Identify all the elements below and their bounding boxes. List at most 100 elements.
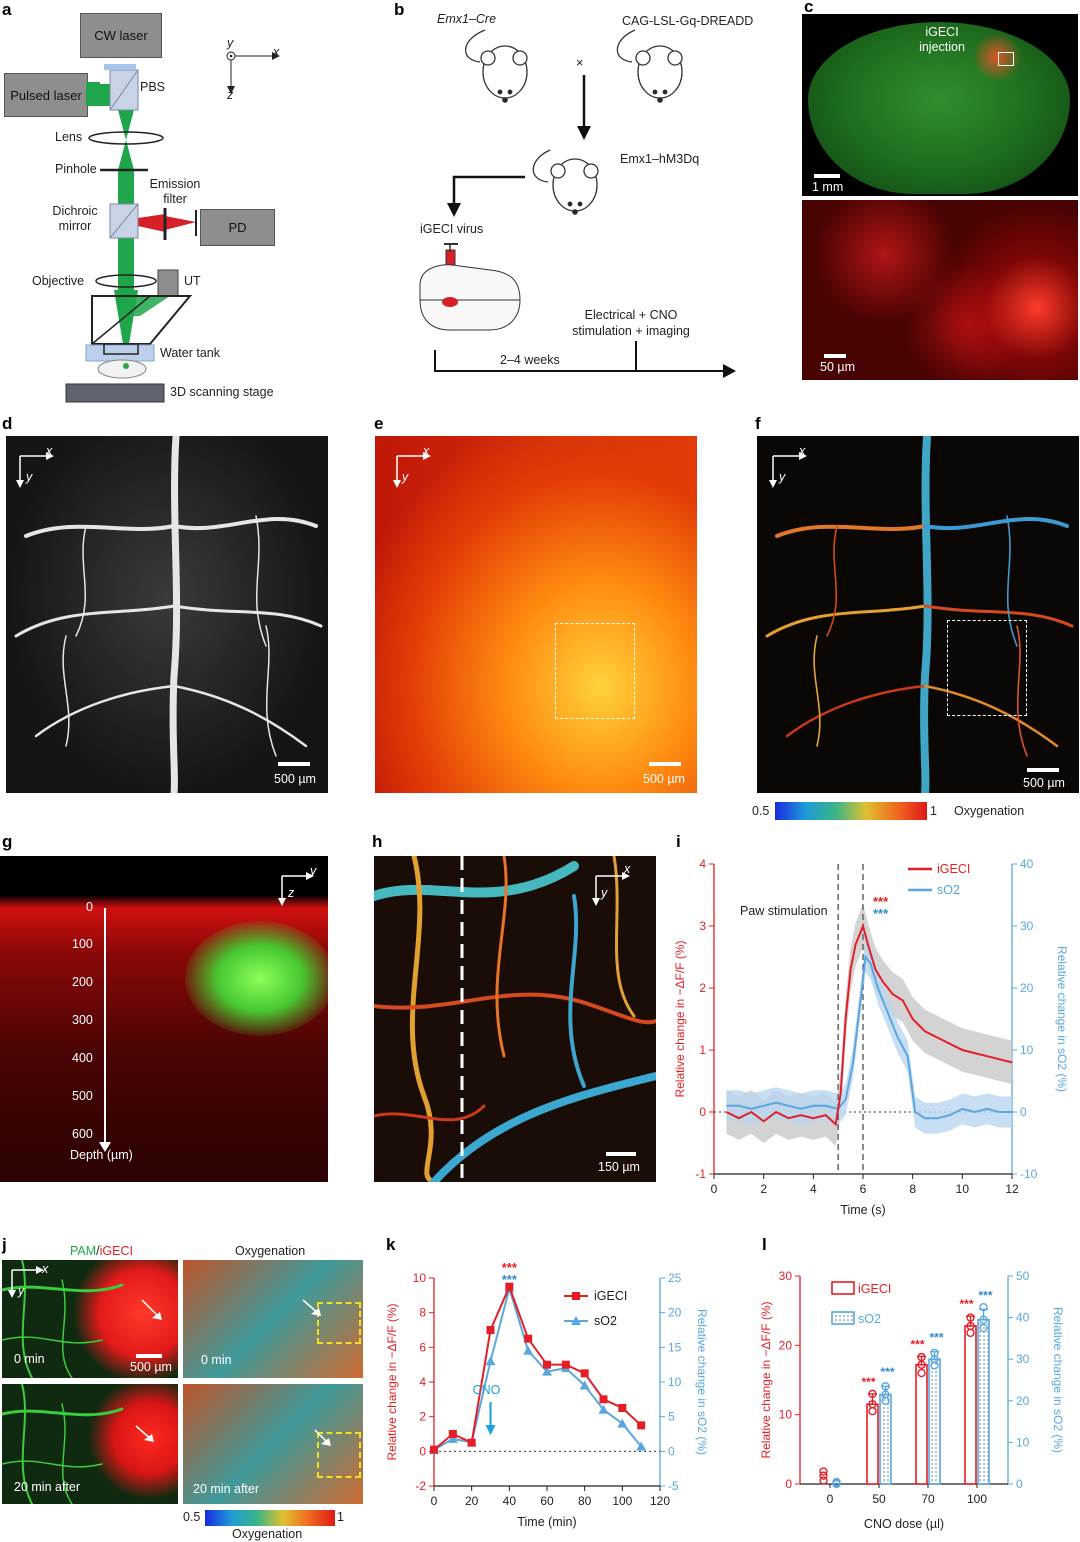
x-tick-label: 12 (1005, 1182, 1019, 1196)
axis-y-label: y (601, 886, 608, 900)
colorbar-gradient (205, 1510, 335, 1526)
data-point-igeci (599, 1395, 608, 1404)
colorbar-label: Oxygenation (232, 1527, 303, 1541)
brain-section-shape (808, 22, 1070, 194)
data-point-igeci (819, 1476, 828, 1485)
left-tick-label: 30 (779, 1269, 793, 1283)
data-point-so2 (979, 1302, 988, 1312)
bar-so2 (928, 1358, 941, 1485)
data-point-igeci (580, 1369, 589, 1378)
x-axis-label: Time (s) (840, 1203, 885, 1217)
arrow-icon (302, 1299, 321, 1316)
depth-axis-arrow-icon (99, 1142, 111, 1152)
data-point-so2 (979, 1315, 988, 1324)
legend-swatch-igeci (831, 1281, 855, 1295)
chart-k: -2 0 2 4 6 8 10 -5 0 5 10 15 20 25 Relative change in … (385, 1260, 709, 1529)
axis-y-label: y (18, 1284, 25, 1298)
roi-box (317, 1432, 361, 1478)
scale-bar (136, 1354, 162, 1358)
significance-stars-so2: *** (929, 1331, 943, 1345)
depth-tick: 400 (72, 1051, 93, 1065)
panel-letter-g: g (2, 832, 13, 851)
panel-c-zoom-fluorescence: 50 µm (802, 200, 1078, 380)
left-tick-label: -1 (695, 1167, 706, 1181)
panel-g-depth-image: y z 0 100 200 300 400 500 600 Depth (µm) (0, 856, 328, 1182)
significance-stars-igeci: *** (502, 1260, 518, 1275)
vessel-network (2, 1260, 162, 1378)
left-tick-label: 0 (419, 1444, 426, 1458)
scale-bar (814, 174, 840, 178)
pulsed-laser-aperture (86, 82, 100, 106)
significance-stars-igeci: *** (959, 1297, 973, 1311)
data-point-igeci (637, 1421, 646, 1430)
legend-label-so2: sO2 (594, 1314, 617, 1328)
data-point-so2 (636, 1441, 647, 1451)
data-point-so2 (930, 1361, 939, 1370)
roi-box (317, 1302, 361, 1344)
right-tick-label: 20 (1016, 1394, 1030, 1408)
data-point-igeci (917, 1352, 926, 1362)
panel-letter-b: b (394, 0, 405, 19)
right-tick-label: 0 (1016, 1477, 1023, 1491)
label-pbs: PBS (140, 80, 166, 94)
panel-letter-l: l (762, 1235, 767, 1254)
axis-indicator-icon (16, 452, 54, 488)
scale-label: 500 µm (274, 772, 316, 786)
data-point-so2 (930, 1354, 939, 1364)
scale-bar (278, 762, 310, 766)
time-label: 20 min after (14, 1480, 81, 1494)
igeci-expression-region (185, 921, 328, 1036)
left-tick-label: 0 (785, 1477, 792, 1491)
label-gq-dreadd: CAG-LSL-Gq-DREADD (622, 14, 754, 28)
axis-x-label: x (42, 1262, 49, 1276)
depth-tick: 500 (72, 1089, 93, 1103)
pulsed-laser-box: Pulsed laser (4, 73, 88, 117)
axis-indicator-icon (278, 872, 314, 906)
pd-box: PD (200, 209, 275, 246)
scale-label: 500 µm (643, 772, 685, 786)
panel-letter-j: j (2, 1235, 7, 1254)
title-sep: / (96, 1244, 100, 1258)
arrow-icon (314, 1429, 331, 1446)
x-tick-label: 70 (921, 1492, 935, 1506)
x-tick-label: 120 (650, 1494, 670, 1508)
right-tick-label: 10 (1016, 1435, 1030, 1449)
data-point-igeci (543, 1360, 551, 1369)
left-tick-label: 1 (699, 1043, 706, 1057)
label-dichroic-mirror: Dichroic mirror (52, 204, 98, 233)
axis-x-label: x (46, 444, 53, 458)
significance-stars-igeci: *** (910, 1337, 924, 1351)
scale-bar (824, 354, 846, 358)
left-tick-label: 4 (699, 857, 706, 871)
right-tick-label: -10 (1020, 1167, 1038, 1181)
time-label: 0 min (14, 1352, 45, 1366)
x-tick-label: 0 (431, 1494, 438, 1508)
data-point-igeci (966, 1313, 975, 1322)
time-label: 20 min after (193, 1482, 260, 1496)
depth-tick: 600 (72, 1127, 93, 1141)
data-point-igeci (917, 1368, 926, 1378)
left-tick-label: -2 (415, 1479, 426, 1493)
axis-z-label: z (227, 88, 234, 102)
bar-igeci (964, 1325, 977, 1485)
axis-indicator-icon (769, 452, 807, 488)
x-tick-label: 10 (956, 1182, 970, 1196)
significance-stars-so2: *** (978, 1288, 992, 1302)
right-tick-label: 10 (1020, 1043, 1034, 1057)
data-point-so2 (598, 1404, 609, 1414)
legend-swatch-so2 (831, 1311, 855, 1325)
depth-axis-line (104, 908, 106, 1146)
data-point-igeci (448, 1430, 457, 1438)
label-stage: 3D scanning stage (170, 385, 274, 399)
panel-h-zoom-image: x y 150 µm (374, 856, 656, 1182)
inset-box (998, 52, 1014, 66)
cno-arrow-head (485, 1425, 496, 1435)
cw-laser-box: CW laser (80, 13, 162, 58)
data-point-igeci (524, 1334, 533, 1343)
data-point-igeci (868, 1389, 877, 1399)
left-tick-label: 4 (419, 1375, 426, 1389)
bar-so2 (879, 1393, 892, 1485)
x-tick-label: 100 (967, 1492, 987, 1506)
label-ut: UT (184, 274, 201, 288)
